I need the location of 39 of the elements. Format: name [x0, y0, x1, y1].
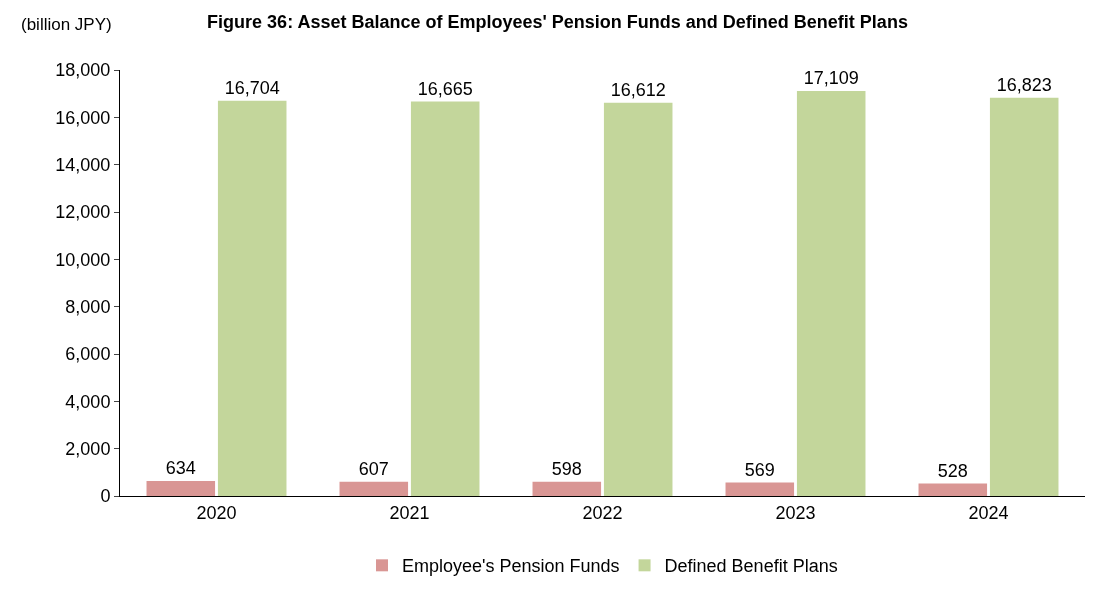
- legend-label: Employee's Pension Funds: [402, 556, 620, 577]
- x-tick-label: 2021: [389, 502, 430, 523]
- y-tick-label: 12,000: [55, 202, 111, 223]
- bar: [796, 91, 866, 496]
- data-label: 16,612: [610, 79, 666, 100]
- data-label: 528: [937, 460, 968, 481]
- bar: [532, 481, 602, 496]
- bar: [725, 482, 795, 496]
- y-tick-label: 8,000: [65, 296, 111, 317]
- x-tick-label: 2022: [582, 502, 623, 523]
- y-tick-label: 16,000: [55, 107, 111, 128]
- data-label: 16,704: [224, 77, 280, 98]
- y-tick-label: 6,000: [65, 344, 111, 365]
- data-label: 634: [165, 458, 196, 478]
- y-tick-label: 18,000: [55, 60, 111, 81]
- y-tick-label: 0: [100, 486, 111, 507]
- bar: [146, 481, 216, 496]
- y-tick-label: 2,000: [65, 438, 111, 459]
- data-label: 607: [358, 458, 389, 479]
- bar: [410, 101, 480, 496]
- bar: [989, 97, 1059, 496]
- data-label: 598: [551, 458, 582, 479]
- x-tick-label: 2023: [775, 502, 816, 523]
- y-axis-title: (billion JPY): [21, 15, 112, 34]
- bar: [603, 102, 673, 496]
- bar: [918, 483, 988, 496]
- legend-label: Defined Benefit Plans: [664, 556, 838, 577]
- x-tick-label: 2020: [196, 502, 237, 523]
- chart-title: Figure 36: Asset Balance of Employees' Pension Funds and Defined Benefit Plans: [207, 11, 908, 32]
- y-tick-label: 10,000: [55, 249, 111, 270]
- data-label: 569: [744, 459, 775, 480]
- x-tick-label: 2024: [968, 502, 1009, 523]
- data-label: 16,665: [417, 78, 473, 99]
- bar: [339, 481, 409, 496]
- data-label: 17,109: [803, 68, 859, 89]
- data-label: 16,823: [996, 74, 1052, 95]
- y-tick-label: 14,000: [55, 154, 111, 175]
- y-tick-label: 4,000: [65, 391, 111, 412]
- bar: [217, 100, 287, 496]
